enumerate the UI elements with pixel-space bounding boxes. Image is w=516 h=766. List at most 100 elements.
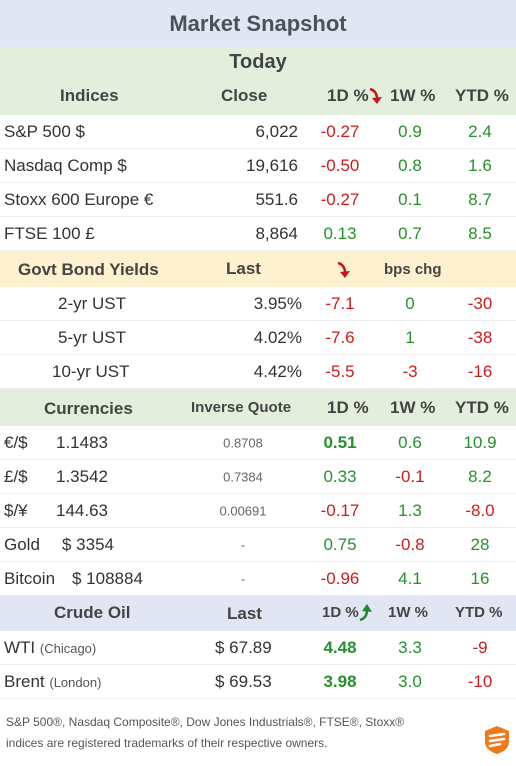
currency-ytd: 28 xyxy=(470,534,490,554)
bonds-col-chg: bps chg xyxy=(384,261,442,278)
index-1w: 0.9 xyxy=(398,121,422,141)
index-ytd: 8.5 xyxy=(468,223,492,243)
oil-last: $ 67.89 xyxy=(215,637,272,657)
table-row: FTSE 100 £ 8,864 0.13 0.7 8.5 xyxy=(0,217,516,251)
table-row: 2-yr UST 3.95% -7.1 0 -30 xyxy=(0,287,516,321)
oil-1d: 4.48 xyxy=(323,637,357,657)
table-row: Gold $ 3354 - 0.75 -0.8 28 xyxy=(0,528,516,562)
index-close: 551.6 xyxy=(255,189,298,209)
currencies-col-name: Currencies xyxy=(44,399,133,418)
currency-inverse: 0.7384 xyxy=(223,469,263,484)
oil-ytd: -10 xyxy=(467,671,493,691)
currencies-col-1d: 1D % xyxy=(327,398,369,417)
oil-col-ytd: YTD % xyxy=(455,604,503,621)
page-title: Market Snapshot xyxy=(0,0,516,47)
bond-last: 3.95% xyxy=(253,293,302,313)
oil-1w: 3.0 xyxy=(398,671,422,691)
currency-1w: 1.3 xyxy=(398,500,422,520)
indices-col-close: Close xyxy=(221,86,268,105)
table-row: €/$ 1.1483 0.8708 0.51 0.6 10.9 xyxy=(0,426,516,460)
trend-down-icon xyxy=(369,87,382,104)
oil-col-name: Crude Oil xyxy=(54,603,131,622)
bond-1d: -7.1 xyxy=(325,293,355,313)
index-name: S&P 500 $ xyxy=(4,121,85,141)
table-row: 10-yr UST 4.42% -5.5 -3 -16 xyxy=(0,355,516,389)
trademark-line-2: indices are registered trademarks of the… xyxy=(6,736,328,750)
currency-value: 1.3542 xyxy=(56,466,108,486)
currency-value: $ 3354 xyxy=(62,534,114,554)
indices-header: Today Indices Close 1D % 1W % YTD % xyxy=(0,47,516,115)
index-name: Nasdaq Comp $ xyxy=(4,155,127,175)
oil-header: Crude Oil Last 1D % 1W % YTD % xyxy=(0,596,516,631)
index-close: 6,022 xyxy=(255,121,298,141)
bonds-col-last: Last xyxy=(226,259,261,278)
bonds-col-name: Govt Bond Yields xyxy=(18,260,159,279)
oil-location: (Chicago) xyxy=(39,640,97,656)
index-1d: -0.27 xyxy=(320,121,360,141)
bond-1d: -7.6 xyxy=(325,327,355,347)
currency-ytd: 8.2 xyxy=(468,466,492,486)
table-row: Brent (London) $ 69.53 3.98 3.0 -10 xyxy=(0,665,516,699)
currency-1d: 0.33 xyxy=(323,466,357,486)
bond-last: 4.42% xyxy=(253,361,302,381)
currency-1w: -0.8 xyxy=(395,534,425,554)
indices-col-ytd: YTD % xyxy=(455,86,509,105)
index-ytd: 2.4 xyxy=(468,121,492,141)
indices-col-name: Indices xyxy=(60,86,119,105)
currency-1w: 0.6 xyxy=(398,432,422,452)
bonds-header: Govt Bond Yields Last bps chg xyxy=(0,251,516,287)
oil-col-1w: 1W % xyxy=(388,604,429,621)
table-row: Stoxx 600 Europe € 551.6 -0.27 0.1 8.7 xyxy=(0,183,516,217)
bond-name: 5-yr UST xyxy=(58,327,126,347)
bond-ytd: -30 xyxy=(467,293,493,313)
currency-ytd: -8.0 xyxy=(465,500,495,520)
currencies-col-inverse: Inverse Quote xyxy=(191,399,292,416)
currency-name: €/$ xyxy=(4,432,28,452)
oil-1d: 3.98 xyxy=(323,671,357,691)
oil-name: Brent xyxy=(4,671,45,691)
currencies-col-1w: 1W % xyxy=(390,398,436,417)
oil-col-1d: 1D % xyxy=(322,604,359,621)
oil-col-last: Last xyxy=(227,604,262,623)
currency-ytd: 10.9 xyxy=(463,432,497,452)
index-close: 8,864 xyxy=(255,223,298,243)
index-name: FTSE 100 £ xyxy=(4,223,95,243)
today-label: Today xyxy=(229,51,287,73)
bond-last: 4.02% xyxy=(253,327,302,347)
index-1d: -0.50 xyxy=(320,155,360,175)
index-1d: 0.13 xyxy=(323,223,357,243)
bond-ytd: -16 xyxy=(467,361,493,381)
bond-1w: 0 xyxy=(405,293,415,313)
oil-1w: 3.3 xyxy=(398,637,422,657)
brand-logo-icon xyxy=(485,726,509,754)
bond-name: 10-yr UST xyxy=(52,361,130,381)
table-row: 5-yr UST 4.02% -7.6 1 -38 xyxy=(0,321,516,355)
currency-value: 144.63 xyxy=(56,500,108,520)
currency-name: Bitcoin xyxy=(4,568,56,588)
bond-1w: -3 xyxy=(402,361,418,381)
currency-ytd: 16 xyxy=(470,568,490,588)
currency-inverse: 0.00691 xyxy=(219,503,267,518)
table-row: S&P 500 $ 6,022 -0.27 0.9 2.4 xyxy=(0,115,516,149)
bond-name: 2-yr UST xyxy=(58,293,126,313)
index-ytd: 1.6 xyxy=(468,155,492,175)
bond-1w: 1 xyxy=(405,327,415,347)
index-1w: 0.7 xyxy=(398,223,422,243)
currency-inverse: - xyxy=(240,537,246,552)
trademark-line-1: S&P 500®, Nasdaq Composite®, Dow Jones I… xyxy=(6,715,405,729)
currency-1d: -0.96 xyxy=(320,568,360,588)
currency-1d: 0.51 xyxy=(323,432,357,452)
index-close: 19,616 xyxy=(246,155,298,175)
table-row: $/¥ 144.63 0.00691 -0.17 1.3 -8.0 xyxy=(0,494,516,528)
currencies-col-ytd: YTD % xyxy=(455,398,509,417)
bond-1d: -5.5 xyxy=(325,361,355,381)
oil-name: WTI xyxy=(4,637,36,657)
currencies-header: Currencies Inverse Quote 1D % 1W % YTD % xyxy=(0,389,516,426)
oil-last: $ 69.53 xyxy=(215,671,272,691)
currency-name: Gold xyxy=(4,534,40,554)
table-row: Bitcoin $ 108884 - -0.96 4.1 16 xyxy=(0,562,516,596)
trend-up-icon xyxy=(359,604,372,622)
bond-ytd: -38 xyxy=(467,327,493,347)
currency-name: $/¥ xyxy=(4,500,28,520)
indices-col-1d: 1D % xyxy=(327,86,369,105)
